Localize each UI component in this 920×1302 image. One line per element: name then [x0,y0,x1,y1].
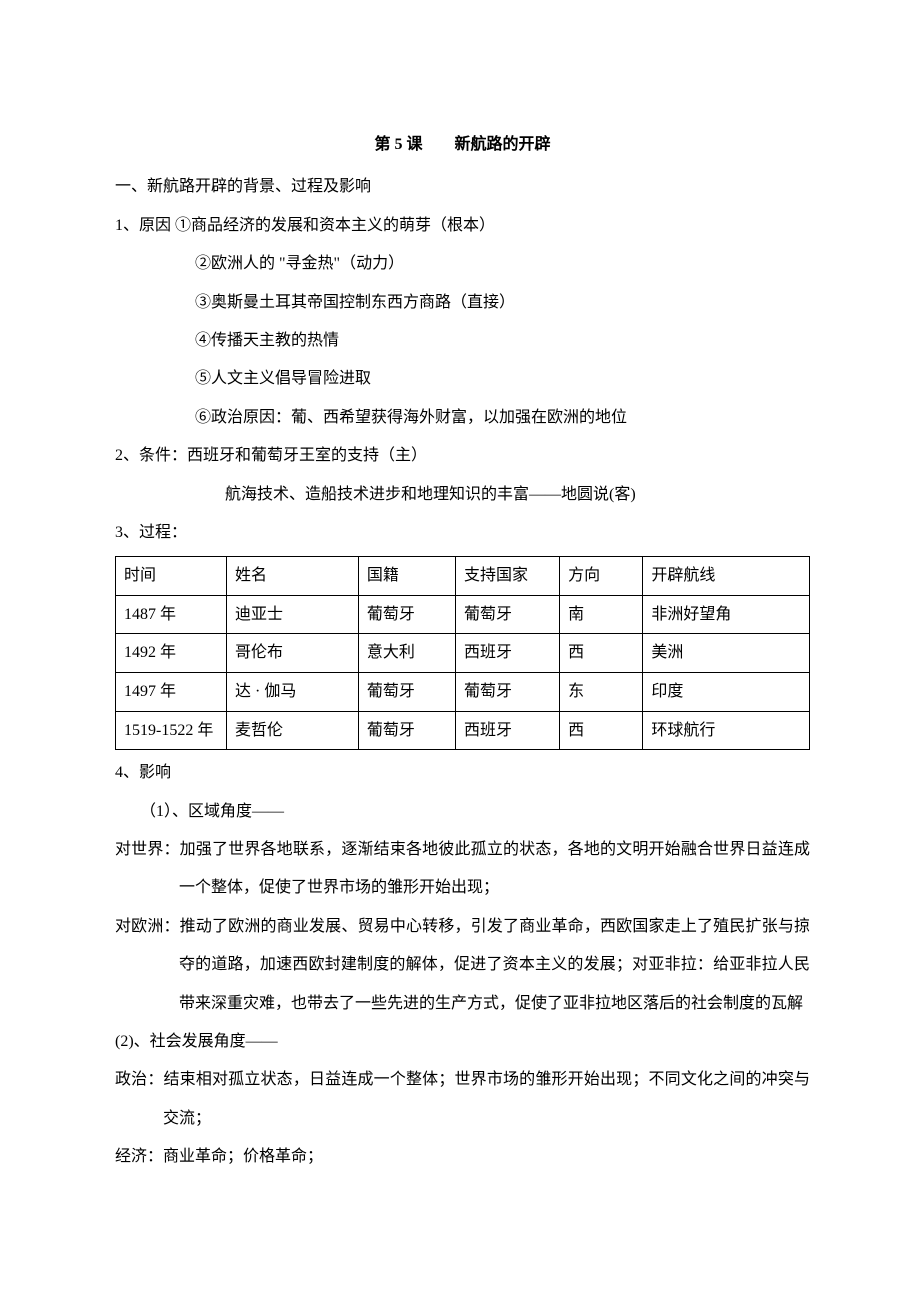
impact-social-label: (2)、社会发展角度—— [115,1023,810,1061]
th-support: 支持国家 [456,557,560,596]
condition-1: 2、条件：西班牙和葡萄牙王室的支持（主） [115,437,810,475]
voyages-table: 时间 姓名 国籍 支持国家 方向 开辟航线 1487 年 迪亚士 葡萄牙 葡萄牙… [115,556,810,750]
cell-sup: 葡萄牙 [456,673,560,712]
cell-sup: 西班牙 [456,634,560,673]
cell-time: 1497 年 [116,673,227,712]
process-label: 3、过程： [115,514,810,552]
section-1-heading: 一、新航路开辟的背景、过程及影响 [115,168,810,206]
cell-name: 麦哲伦 [227,711,359,750]
cell-dir: 西 [560,711,643,750]
cause-2: ②欧洲人的 "寻金热"（动力） [115,245,810,283]
cell-name: 迪亚士 [227,595,359,634]
table-row: 1487 年 迪亚士 葡萄牙 葡萄牙 南 非洲好望角 [116,595,810,634]
impact-region-label: （1）、区域角度—— [115,793,810,831]
lesson-title: 第 5 课 新航路的开辟 [115,126,810,164]
cell-sup: 葡萄牙 [456,595,560,634]
cell-route: 环球航行 [643,711,810,750]
cause-4: ④传播天主教的热情 [115,322,810,360]
th-name: 姓名 [227,557,359,596]
cell-nat: 葡萄牙 [358,595,455,634]
cell-dir: 南 [560,595,643,634]
th-route: 开辟航线 [643,557,810,596]
cell-nat: 葡萄牙 [358,673,455,712]
cell-nat: 葡萄牙 [358,711,455,750]
cause-6: ⑥政治原因：葡、西希望获得海外财富，以加强在欧洲的地位 [115,399,810,437]
cell-name: 哥伦布 [227,634,359,673]
cell-dir: 东 [560,673,643,712]
condition-2: 航海技术、造船技术进步和地理知识的丰富——地圆说(客) [115,476,810,514]
cause-5: ⑤人文主义倡导冒险进取 [115,360,810,398]
cell-route: 美洲 [643,634,810,673]
impact-economy: 经济：商业革命；价格革命； [115,1138,810,1176]
cell-route: 非洲好望角 [643,595,810,634]
cell-nat: 意大利 [358,634,455,673]
th-direction: 方向 [560,557,643,596]
cell-route: 印度 [643,673,810,712]
impact-label: 4、影响 [115,754,810,792]
cell-time: 1492 年 [116,634,227,673]
table-header-row: 时间 姓名 国籍 支持国家 方向 开辟航线 [116,557,810,596]
cell-time: 1519-1522 年 [116,711,227,750]
cell-sup: 西班牙 [456,711,560,750]
table-row: 1519-1522 年 麦哲伦 葡萄牙 西班牙 西 环球航行 [116,711,810,750]
cell-name: 达 · 伽马 [227,673,359,712]
th-time: 时间 [116,557,227,596]
cause-1: 1、原因 ①商品经济的发展和资本主义的萌芽（根本） [115,207,810,245]
table-row: 1492 年 哥伦布 意大利 西班牙 西 美洲 [116,634,810,673]
impact-world: 对世界：加强了世界各地联系，逐渐结束各地彼此孤立的状态，各地的文明开始融合世界日… [115,831,810,908]
cell-time: 1487 年 [116,595,227,634]
cause-3: ③奥斯曼土耳其帝国控制东西方商路（直接） [115,284,810,322]
table-row: 1497 年 达 · 伽马 葡萄牙 葡萄牙 东 印度 [116,673,810,712]
th-nationality: 国籍 [358,557,455,596]
impact-europe: 对欧洲：推动了欧洲的商业发展、贸易中心转移，引发了商业革命，西欧国家走上了殖民扩… [115,908,810,1023]
impact-politics: 政治：结束相对孤立状态，日益连成一个整体；世界市场的雏形开始出现；不同文化之间的… [115,1061,810,1138]
cell-dir: 西 [560,634,643,673]
